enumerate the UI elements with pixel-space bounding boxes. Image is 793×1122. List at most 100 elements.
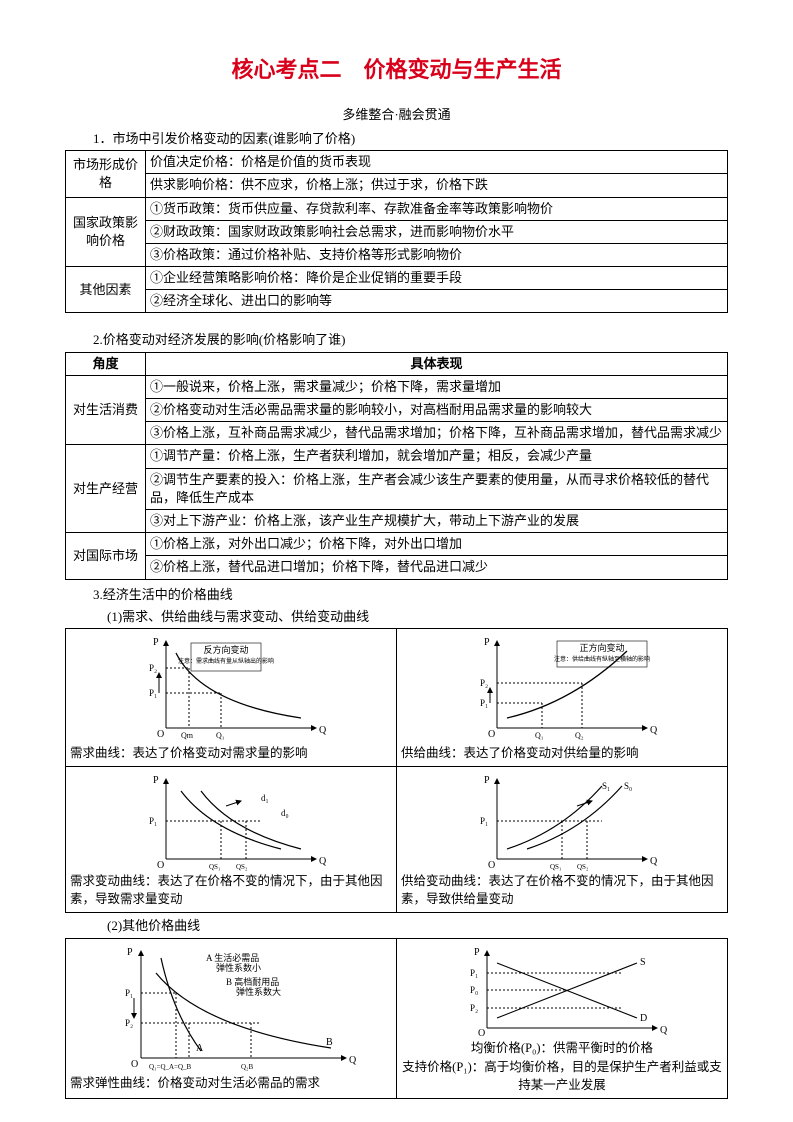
svg-text:P: P bbox=[153, 637, 159, 648]
table-row: 供求影响价格：供不应求，价格上涨；供过于求，价格下跌 bbox=[66, 174, 728, 197]
cell-content: ①货币政策：货币供应量、存贷款利率、存款准备金率等政策影响物价 bbox=[146, 197, 728, 220]
svg-text:QS₂: QS₂ bbox=[577, 863, 589, 871]
svg-text:QS₂: QS₂ bbox=[236, 863, 248, 871]
table-row: d₁ d₀ P Q O P₁ QS₁ QS₂ 需求变动曲线：表达了在价格不变的情… bbox=[66, 767, 728, 913]
section2-heading: 2.价格变动对经济发展的影响(价格影响了谁) bbox=[93, 331, 728, 349]
cell-label: 市场形成价格 bbox=[66, 151, 146, 197]
svg-text:正方向变动: 正方向变动 bbox=[579, 642, 624, 653]
svg-text:注意：需求曲线有量从纵轴出的影响: 注意：需求曲线有量从纵轴出的影响 bbox=[178, 657, 274, 665]
svg-text:P₁: P₁ bbox=[470, 968, 478, 978]
chart-cell-supply: 正方向变动 注意：供给曲线有纵轴至横轴的影响 P Q O P₁ P₂ Q₁ Q₂… bbox=[397, 628, 728, 767]
cell-label: 国家政策影响价格 bbox=[66, 197, 146, 267]
table-row: ③价格上涨，互补商品需求减少，替代品需求增加；价格下降，互补商品需求增加，替代品… bbox=[66, 422, 728, 445]
svg-text:P₀: P₀ bbox=[470, 985, 478, 995]
cell-label: 对生活消费 bbox=[66, 375, 146, 445]
table-row: ②调节生产要素的投入：价格上涨，生产者会减少该生产要素的使用量，从而寻求价格较低… bbox=[66, 468, 728, 509]
cell-content: ③价格政策：通过价格补贴、支持价格等形式影响物价 bbox=[146, 243, 728, 266]
svg-text:A 生活必需品: A 生活必需品 bbox=[206, 952, 259, 963]
svg-text:S₁: S₁ bbox=[602, 781, 610, 791]
chart-cell-elasticity: A 生活必需品 弹性系数小 B 高档耐用品 弹性系数大 A B P Q O P₁… bbox=[66, 938, 397, 1099]
svg-text:P: P bbox=[153, 775, 159, 786]
table-curves-1: 反方向变动 注意：需求曲线有量从纵轴出的影响 P Q O P₂ P₁ Qm Q₁… bbox=[65, 628, 728, 914]
table-row: 国家政策影响价格 ①货币政策：货币供应量、存贷款利率、存款准备金率等政策影响物价 bbox=[66, 197, 728, 220]
cell-content: ①企业经营策略影响价格：降价是企业促销的重要手段 bbox=[146, 267, 728, 290]
table-row: 对国际市场 ①价格上涨，对外出口减少；价格下降，对外出口增加 bbox=[66, 533, 728, 556]
svg-text:QS₁: QS₁ bbox=[550, 863, 561, 871]
chart-caption: 需求弹性曲线：价格变动对生活必需品的需求 bbox=[70, 1075, 392, 1093]
svg-text:P₁: P₁ bbox=[480, 698, 488, 708]
svg-text:弹性系数小: 弹性系数小 bbox=[216, 962, 261, 973]
cell-content: ①价格上涨，对外出口减少；价格下降，对外出口增加 bbox=[146, 533, 728, 556]
svg-text:O: O bbox=[131, 1059, 138, 1070]
svg-text:P: P bbox=[484, 637, 490, 648]
chart-caption: 支持价格(P₁)：高于均衡价格，目的是保护生产者利益或支持某一产业发展 bbox=[401, 1059, 723, 1094]
demand-shift-chart: d₁ d₀ P Q O P₁ QS₁ QS₂ bbox=[131, 771, 331, 871]
table-row: 对生产经营 ①调节产量：价格上涨，生产者获利增加，就会增加产量；相反，会减少产量 bbox=[66, 445, 728, 468]
svg-text:P: P bbox=[484, 775, 490, 786]
chart-cell-supply-shift: S₁ S₀ P Q O P₁ QS₁ QS₂ 供给变动曲线：表达了在价格不变的情… bbox=[397, 767, 728, 913]
svg-text:B: B bbox=[326, 1037, 333, 1048]
cell-content: ①调节产量：价格上涨，生产者获利增加，就会增加产量；相反，会减少产量 bbox=[146, 445, 728, 468]
section3-sub1: (1)需求、供给曲线与需求变动、供给变动曲线 bbox=[107, 608, 728, 626]
svg-text:Q₁: Q₁ bbox=[535, 731, 544, 740]
chart-caption: 均衡价格(P₀)：供需平衡时的价格 bbox=[401, 1040, 723, 1058]
page-title: 核心考点二 价格变动与生产生活 bbox=[65, 55, 728, 86]
elasticity-chart: A 生活必需品 弹性系数小 B 高档耐用品 弹性系数大 A B P Q O P₁… bbox=[101, 943, 361, 1073]
table-row: ②财政政策：国家财政政策影响社会总需求，进而影响物价水平 bbox=[66, 220, 728, 243]
chart-caption: 需求变动曲线：表达了在价格不变的情况下，由于其他因素，导致需求量变动 bbox=[70, 873, 392, 908]
svg-text:B 高档耐用品: B 高档耐用品 bbox=[226, 976, 279, 987]
supply-curve-chart: 正方向变动 注意：供给曲线有纵轴至横轴的影响 P Q O P₁ P₂ Q₁ Q₂ bbox=[462, 633, 662, 743]
svg-text:P₂: P₂ bbox=[470, 1003, 478, 1013]
svg-text:P₁: P₁ bbox=[480, 816, 488, 826]
svg-text:P₂: P₂ bbox=[149, 663, 157, 673]
svg-text:P₂: P₂ bbox=[125, 1018, 133, 1028]
svg-text:d₀: d₀ bbox=[281, 808, 289, 818]
svg-text:Q₁: Q₁ bbox=[216, 731, 225, 740]
cell-content: ②财政政策：国家财政政策影响社会总需求，进而影响物价水平 bbox=[146, 220, 728, 243]
svg-text:d₁: d₁ bbox=[261, 793, 269, 803]
cell-content: 价值决定价格：价格是价值的货币表现 bbox=[146, 151, 728, 174]
col-header: 具体表现 bbox=[146, 352, 728, 375]
section3-heading: 3.经济生活中的价格曲线 bbox=[93, 586, 728, 604]
chart-cell-demand-shift: d₁ d₀ P Q O P₁ QS₁ QS₂ 需求变动曲线：表达了在价格不变的情… bbox=[66, 767, 397, 913]
table-row: 反方向变动 注意：需求曲线有量从纵轴出的影响 P Q O P₂ P₁ Qm Q₁… bbox=[66, 628, 728, 767]
svg-text:弹性系数大: 弹性系数大 bbox=[236, 986, 281, 997]
cell-content: ③对上下游产业：价格上涨，该产业生产规模扩大，带动上下游产业的发展 bbox=[146, 509, 728, 532]
table-row: ②价格上涨，替代品进口增加；价格下降，替代品进口减少 bbox=[66, 556, 728, 579]
chart-caption: 需求曲线：表达了价格变动对需求量的影响 bbox=[70, 745, 392, 763]
svg-text:Q₂B: Q₂B bbox=[241, 1063, 253, 1071]
table-row: A 生活必需品 弹性系数小 B 高档耐用品 弹性系数大 A B P Q O P₁… bbox=[66, 938, 728, 1099]
chart-caption: 供给曲线：表达了价格变动对供给量的影响 bbox=[401, 745, 723, 763]
svg-text:O: O bbox=[488, 860, 495, 871]
table-row: 角度 具体表现 bbox=[66, 352, 728, 375]
svg-text:P: P bbox=[127, 947, 133, 958]
cell-label: 其他因素 bbox=[66, 267, 146, 313]
supply-shift-chart: S₁ S₀ P Q O P₁ QS₁ QS₂ bbox=[462, 771, 662, 871]
table-row: 市场形成价格 价值决定价格：价格是价值的货币表现 bbox=[66, 151, 728, 174]
svg-text:P₁: P₁ bbox=[125, 988, 133, 998]
table-row: ②经济全球化、进出口的影响等 bbox=[66, 290, 728, 313]
table-row: 对生活消费 ①一般说来，价格上涨，需求量减少；价格下降，需求量增加 bbox=[66, 375, 728, 398]
section1-heading: 1．市场中引发价格变动的因素(谁影响了价格) bbox=[93, 130, 728, 148]
svg-text:Q: Q bbox=[660, 1025, 668, 1036]
cell-content: ②经济全球化、进出口的影响等 bbox=[146, 290, 728, 313]
chart-caption: 供给变动曲线：表达了在价格不变的情况下，由于其他因素，导致供给量变动 bbox=[401, 873, 723, 908]
section3-sub2: (2)其他价格曲线 bbox=[107, 917, 728, 935]
svg-text:O: O bbox=[157, 729, 164, 740]
table-row: 其他因素 ①企业经营策略影响价格：降价是企业促销的重要手段 bbox=[66, 267, 728, 290]
table-row: ③对上下游产业：价格上涨，该产业生产规模扩大，带动上下游产业的发展 bbox=[66, 509, 728, 532]
cell-content: ②价格变动对生活必需品需求量的影响较小，对高档耐用品需求量的影响较大 bbox=[146, 399, 728, 422]
cell-content: ③价格上涨，互补商品需求减少，替代品需求增加；价格下降，互补商品需求增加，替代品… bbox=[146, 422, 728, 445]
table-factors: 市场形成价格 价值决定价格：价格是价值的货币表现 供求影响价格：供不应求，价格上… bbox=[65, 150, 728, 313]
svg-text:反方向变动: 反方向变动 bbox=[203, 644, 248, 655]
equilibrium-chart: S D P Q O P₁ P₀ P₂ bbox=[452, 943, 672, 1038]
subtitle: 多维整合·融会贯通 bbox=[65, 106, 728, 124]
table-curves-2: A 生活必需品 弹性系数小 B 高档耐用品 弹性系数大 A B P Q O P₁… bbox=[65, 938, 728, 1100]
svg-text:Q: Q bbox=[319, 725, 327, 736]
svg-text:注意：供给曲线有纵轴至横轴的影响: 注意：供给曲线有纵轴至横轴的影响 bbox=[554, 655, 650, 663]
svg-text:O: O bbox=[488, 729, 495, 740]
cell-content: 供求影响价格：供不应求，价格上涨；供过于求，价格下跌 bbox=[146, 174, 728, 197]
cell-content: ②调节生产要素的投入：价格上涨，生产者会减少该生产要素的使用量，从而寻求价格较低… bbox=[146, 468, 728, 509]
table-row: ②价格变动对生活必需品需求量的影响较小，对高档耐用品需求量的影响较大 bbox=[66, 399, 728, 422]
svg-text:Q₁=Q_A=Q_B: Q₁=Q_A=Q_B bbox=[149, 1063, 192, 1071]
